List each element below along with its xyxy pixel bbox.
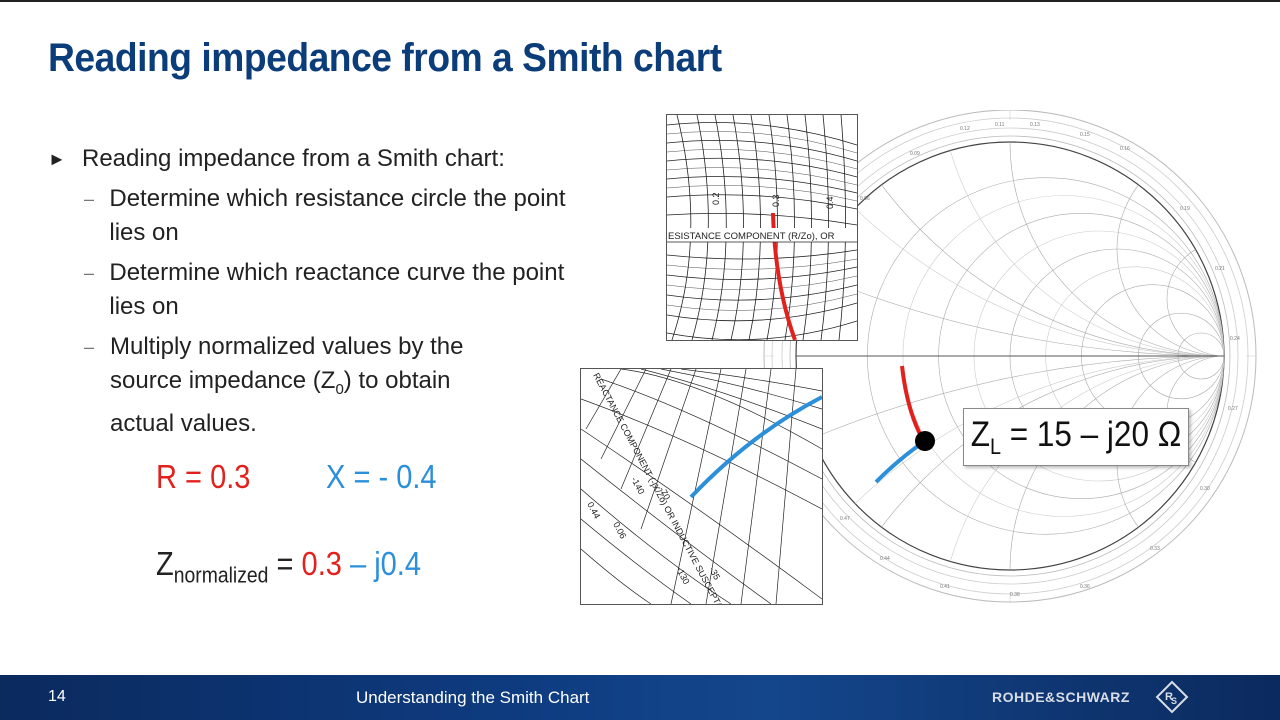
sub-bullet: – Determine which resistance circle the … (84, 182, 568, 250)
svg-text:0.06: 0.06 (860, 196, 870, 202)
svg-text:0.2: 0.2 (711, 192, 721, 205)
svg-text:0.33: 0.33 (1150, 546, 1160, 552)
svg-text:0.47: 0.47 (840, 516, 850, 522)
svg-text:0.06: 0.06 (611, 520, 628, 540)
sub-bullet-text: Multiply normalized values by the source… (110, 333, 464, 437)
dash-icon: – (84, 337, 95, 357)
dash-icon: – (84, 189, 95, 209)
dash-icon: – (84, 263, 95, 283)
sub-bullet-text: Determine which resistance circle the po… (109, 185, 566, 246)
svg-text:0.24: 0.24 (1230, 336, 1240, 342)
svg-text:0.44: 0.44 (585, 500, 602, 520)
svg-text:0.38: 0.38 (1010, 592, 1020, 598)
svg-text:R: R (1165, 691, 1173, 703)
svg-text:0.27: 0.27 (1228, 406, 1238, 412)
resistance-zoom-inset: ESISTANCE COMPONENT (R/Zo), OR 0.2 0.3 0… (666, 114, 858, 341)
svg-text:0.36: 0.36 (1080, 584, 1090, 590)
main-bullet-text: Reading impedance from a Smith chart: (82, 145, 505, 172)
svg-text:0.16: 0.16 (1120, 146, 1130, 152)
brand-name: ROHDE&SCHWARZ (992, 689, 1130, 705)
load-impedance-label: ZL = 15 – j20 Ω (963, 408, 1189, 466)
bullet-arrow-icon: ► (48, 149, 66, 169)
svg-text:0.41: 0.41 (940, 584, 950, 590)
svg-text:0.12: 0.12 (960, 126, 970, 132)
sub-bullet-text: Determine which reactance curve the poin… (109, 259, 565, 320)
svg-text:0.30: 0.30 (1200, 486, 1210, 492)
top-border (0, 0, 1280, 2)
svg-text:S: S (1171, 696, 1177, 706)
svg-text:0.13: 0.13 (1030, 122, 1040, 128)
svg-text:0.4: 0.4 (825, 196, 835, 209)
bullet-list: ► Reading impedance from a Smith chart: … (48, 142, 568, 441)
rohde-schwarz-logo-icon: R S (1155, 680, 1189, 714)
reactance-value: X = - 0.4 (326, 458, 437, 495)
slide-title: Reading impedance from a Smith chart (48, 36, 722, 80)
normalized-impedance-equation: Znormalized = 0.3 – j0.4 (156, 545, 422, 588)
svg-text:0.19: 0.19 (1180, 206, 1190, 212)
svg-text:0.09: 0.09 (910, 151, 920, 157)
sub-bullet: – Multiply normalized values by the sour… (84, 330, 568, 441)
footer-title: Understanding the Smith Chart (356, 688, 590, 707)
reactance-zoom-inset: REACTANCE COMPONENT (-jX/Zo) OR INDUCTIV… (580, 368, 823, 605)
resistance-value: R = 0.3 (156, 458, 251, 495)
svg-text:0.15: 0.15 (1080, 132, 1090, 138)
footer-bar: 14 Understanding the Smith Chart ROHDE&S… (0, 675, 1280, 720)
resistance-axis-label: ESISTANCE COMPONENT (R/Zo), OR (668, 231, 835, 242)
svg-text:0.21: 0.21 (1215, 266, 1225, 272)
sub-bullet: – Determine which reactance curve the po… (84, 256, 568, 324)
page-number: 14 (48, 688, 66, 705)
svg-text:0.3: 0.3 (771, 194, 781, 207)
svg-text:-140: -140 (629, 475, 646, 496)
impedance-point (915, 431, 935, 451)
main-bullet: ► Reading impedance from a Smith chart: (48, 142, 568, 176)
svg-text:0.44: 0.44 (880, 556, 890, 562)
svg-text:0.11: 0.11 (995, 122, 1005, 128)
